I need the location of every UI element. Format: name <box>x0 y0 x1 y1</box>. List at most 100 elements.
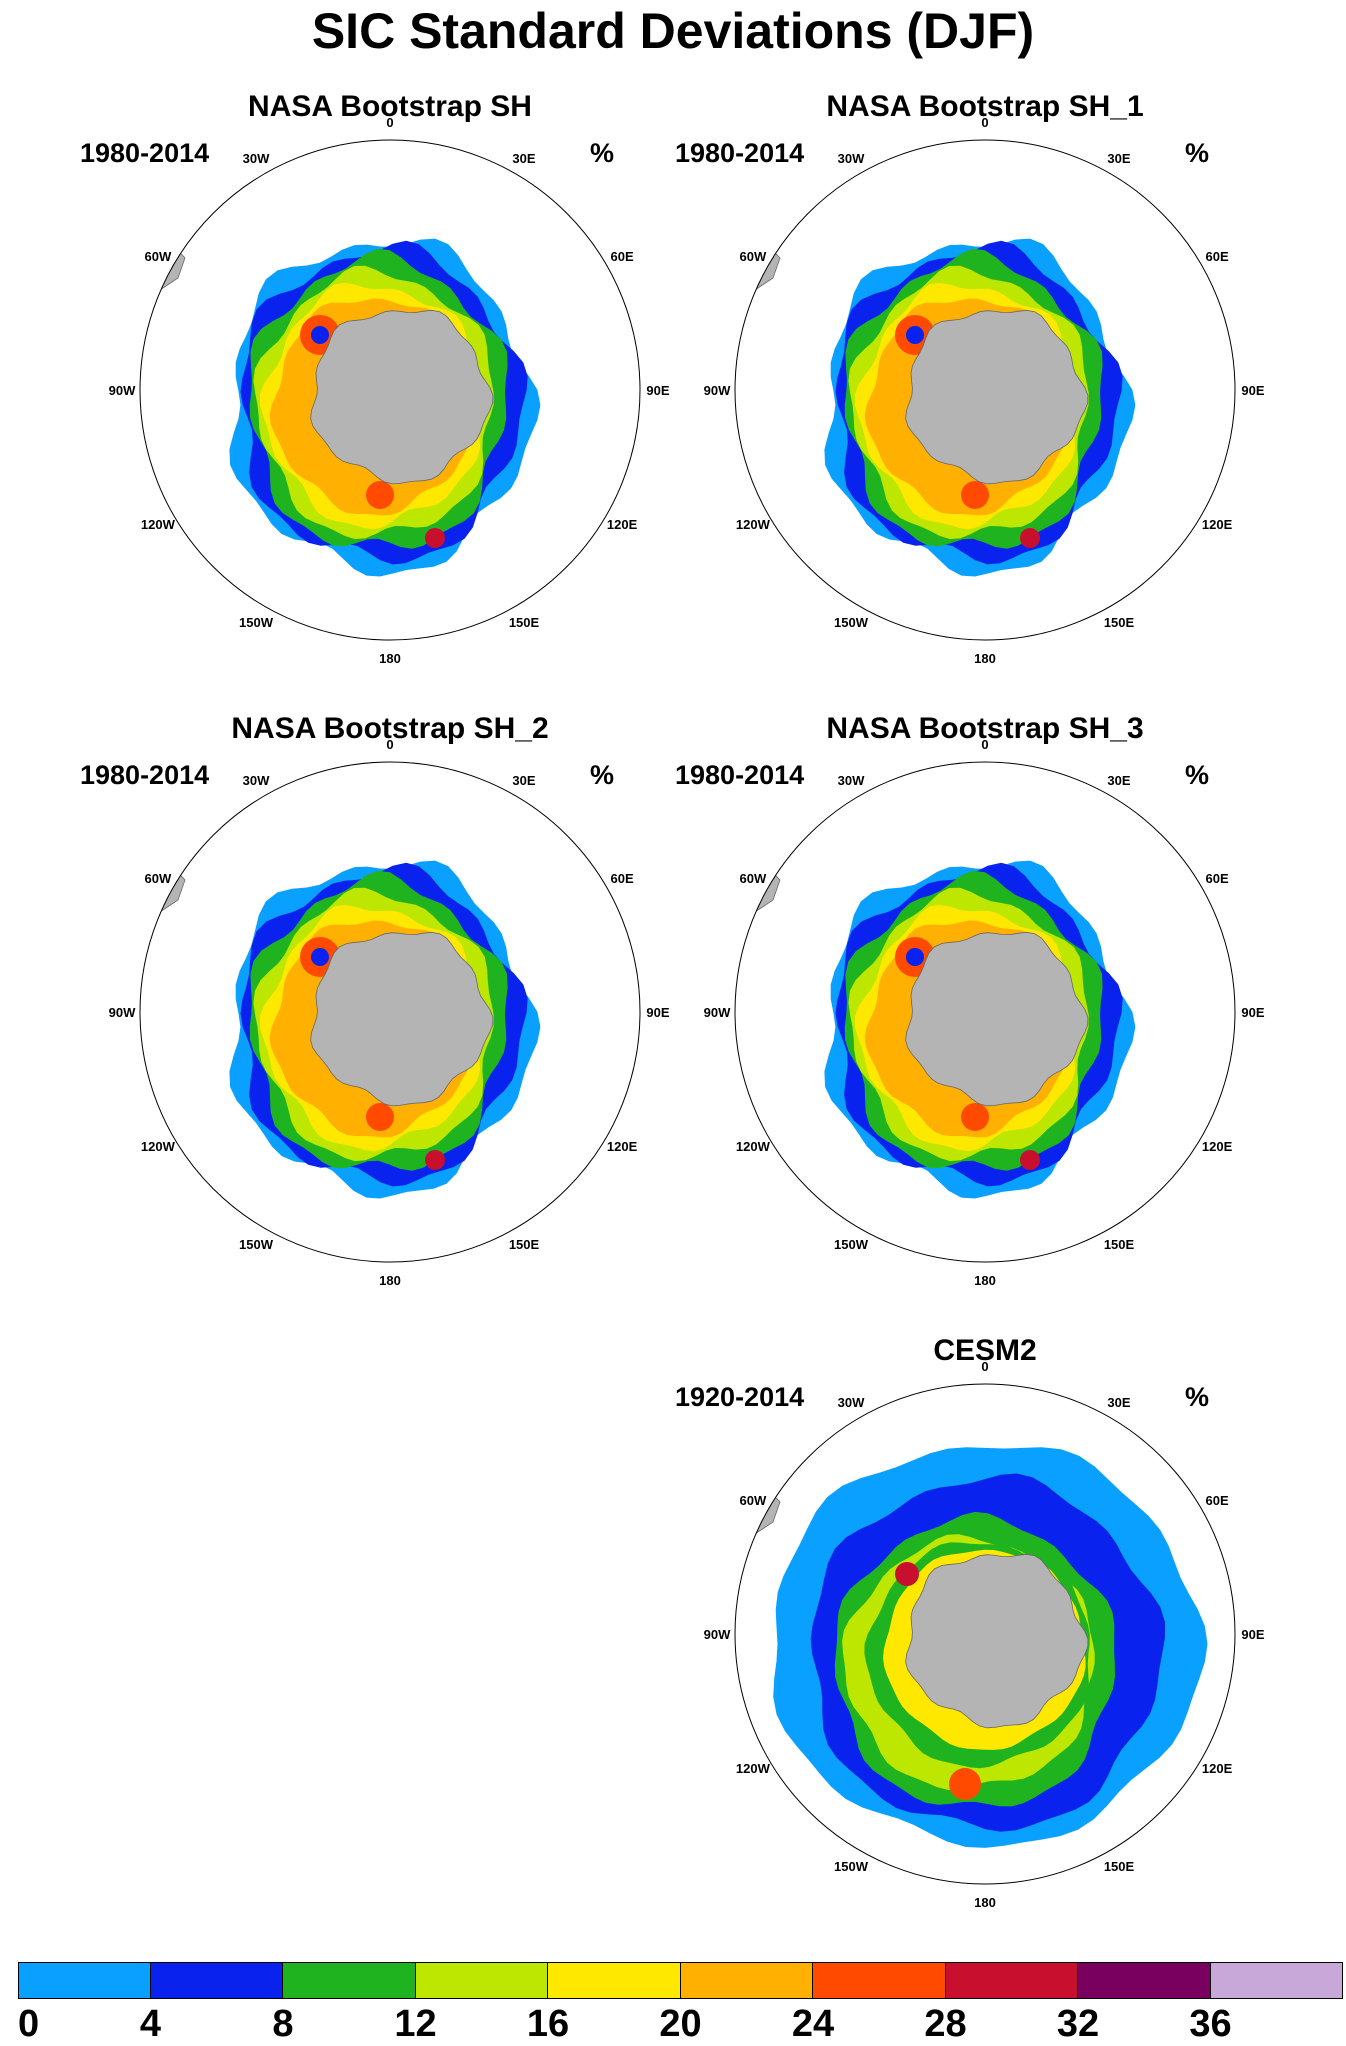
longitude-label: 60W <box>740 249 767 264</box>
panel-years: 1920-2014 <box>675 1382 805 1412</box>
colorbar-tick-label: 4 <box>139 2003 162 2045</box>
panel-title: NASA Bootstrap SH_1 <box>826 90 1144 123</box>
colorbar-tick-label: 32 <box>1056 2003 1100 2045</box>
panel-years: 1980-2014 <box>675 138 805 168</box>
longitude-label: 30W <box>838 151 865 166</box>
panel-title: NASA Bootstrap SH_2 <box>231 712 549 745</box>
longitude-label: 90W <box>109 383 136 398</box>
sic-hotspot <box>895 1562 919 1586</box>
longitude-label: 90W <box>109 1005 136 1020</box>
longitude-label: 60E <box>1206 1493 1229 1508</box>
longitude-label: 90W <box>704 383 731 398</box>
longitude-label: 60W <box>145 249 172 264</box>
antarctica-landmass <box>905 931 1089 1107</box>
longitude-label: 120E <box>1202 517 1233 532</box>
longitude-label: 60E <box>1206 871 1229 886</box>
sic-hotspot <box>949 1768 981 1800</box>
longitude-label: 150W <box>834 1859 869 1874</box>
sic-hotspot <box>1020 1150 1040 1170</box>
map-panel-3: NASA Bootstrap SH_2 1980-2014 % 0 30E 60E 9… <box>80 712 730 1312</box>
panel-unit: % <box>1185 1382 1210 1412</box>
longitude-label: 0 <box>386 115 393 130</box>
longitude-label: 180 <box>974 651 996 666</box>
sic-hotspot <box>366 481 394 509</box>
longitude-label: 150E <box>509 615 540 630</box>
longitude-label: 60E <box>611 871 634 886</box>
longitude-label: 30W <box>838 773 865 788</box>
longitude-label: 30E <box>1107 773 1130 788</box>
map-boundary-circle <box>734 139 1236 641</box>
panel-unit: % <box>1185 760 1210 790</box>
colorbar-tick-label: 12 <box>394 2003 437 2045</box>
colorbar-tick-label: 36 <box>1189 2003 1232 2045</box>
colorbar-segment <box>1210 1962 1343 1999</box>
polar-map: 0 30E 60E 90E 120E 150E 180 150W 120W 90W 60W 30W <box>704 1359 1265 1910</box>
longitude-label: 90E <box>1241 383 1264 398</box>
longitude-label: 30E <box>512 151 535 166</box>
longitude-label: 150E <box>1104 1237 1135 1252</box>
longitude-label: 150W <box>834 615 869 630</box>
polar-map: 0 30E 60E 90E 120E 150E 180 150W 120W 90W 60W 30W <box>109 115 670 666</box>
colorbar-tick-label: 16 <box>526 2003 570 2045</box>
longitude-label: 60W <box>740 871 767 886</box>
antarctica-landmass <box>310 931 494 1107</box>
longitude-label: 60W <box>740 1493 767 1508</box>
longitude-label: 60W <box>145 871 172 886</box>
colorbar-segment <box>283 1962 416 1999</box>
sic-hotspot <box>906 948 924 966</box>
colorbar-tick-label: 28 <box>924 2003 967 2045</box>
longitude-label: 120W <box>736 1761 771 1776</box>
longitude-label: 150W <box>239 615 274 630</box>
longitude-label: 150E <box>1104 615 1135 630</box>
antarctica-landmass <box>310 309 494 485</box>
longitude-label: 150E <box>1104 1859 1135 1874</box>
longitude-label: 60E <box>611 249 634 264</box>
sic-hotspot <box>961 481 989 509</box>
longitude-label: 30W <box>838 1395 865 1410</box>
sic-hotspot <box>1020 528 1040 548</box>
sic-hotspot <box>311 326 329 344</box>
colorbar-segment <box>680 1962 813 1999</box>
sic-hotspot <box>961 1103 989 1131</box>
colorbar-tick-label: 24 <box>791 2003 835 2045</box>
longitude-label: 120W <box>141 517 176 532</box>
sic-hotspot <box>906 326 924 344</box>
longitude-label: 30W <box>243 773 270 788</box>
panel-years: 1980-2014 <box>80 138 210 168</box>
colorbar-segment <box>415 1962 548 1999</box>
panel-title: CESM2 <box>933 1334 1037 1367</box>
map-panel-2: NASA Bootstrap SH_1 1980-2014 % 0 30E 60E 9… <box>675 90 1325 690</box>
longitude-label: 90E <box>1241 1627 1264 1642</box>
longitude-label: 120E <box>607 1139 638 1154</box>
longitude-label: 120W <box>141 1139 176 1154</box>
longitude-label: 0 <box>386 737 393 752</box>
longitude-label: 150W <box>239 1237 274 1252</box>
colorbar-segment <box>150 1962 283 1999</box>
longitude-label: 180 <box>379 651 401 666</box>
longitude-label: 0 <box>981 1359 988 1374</box>
colorbar <box>18 1962 1343 1999</box>
map-panel-4: NASA Bootstrap SH_3 1980-2014 % 0 30E 60E 9… <box>675 712 1325 1312</box>
sea-ice-field <box>735 1384 1235 1884</box>
sic-hotspot <box>425 528 445 548</box>
longitude-label: 0 <box>981 737 988 752</box>
longitude-label: 150E <box>509 1237 540 1252</box>
longitude-label: 90E <box>646 383 669 398</box>
colorbar-segment <box>18 1962 151 1999</box>
sic-hotspot <box>366 1103 394 1131</box>
colorbar-segment <box>945 1962 1078 1999</box>
colorbar-tick-label: 0 <box>18 2003 40 2045</box>
longitude-label: 90E <box>646 1005 669 1020</box>
longitude-label: 180 <box>974 1273 996 1288</box>
panel-years: 1980-2014 <box>80 760 210 790</box>
longitude-label: 30E <box>512 773 535 788</box>
sea-ice-field <box>735 140 1235 640</box>
longitude-label: 120E <box>1202 1761 1233 1776</box>
longitude-label: 120W <box>736 517 771 532</box>
panel-unit: % <box>590 138 615 168</box>
longitude-label: 90E <box>1241 1005 1264 1020</box>
colorbar-tick-label: 20 <box>659 2003 702 2045</box>
longitude-label: 150W <box>834 1237 869 1252</box>
colorbar-segment <box>813 1962 946 1999</box>
longitude-label: 90W <box>704 1627 731 1642</box>
